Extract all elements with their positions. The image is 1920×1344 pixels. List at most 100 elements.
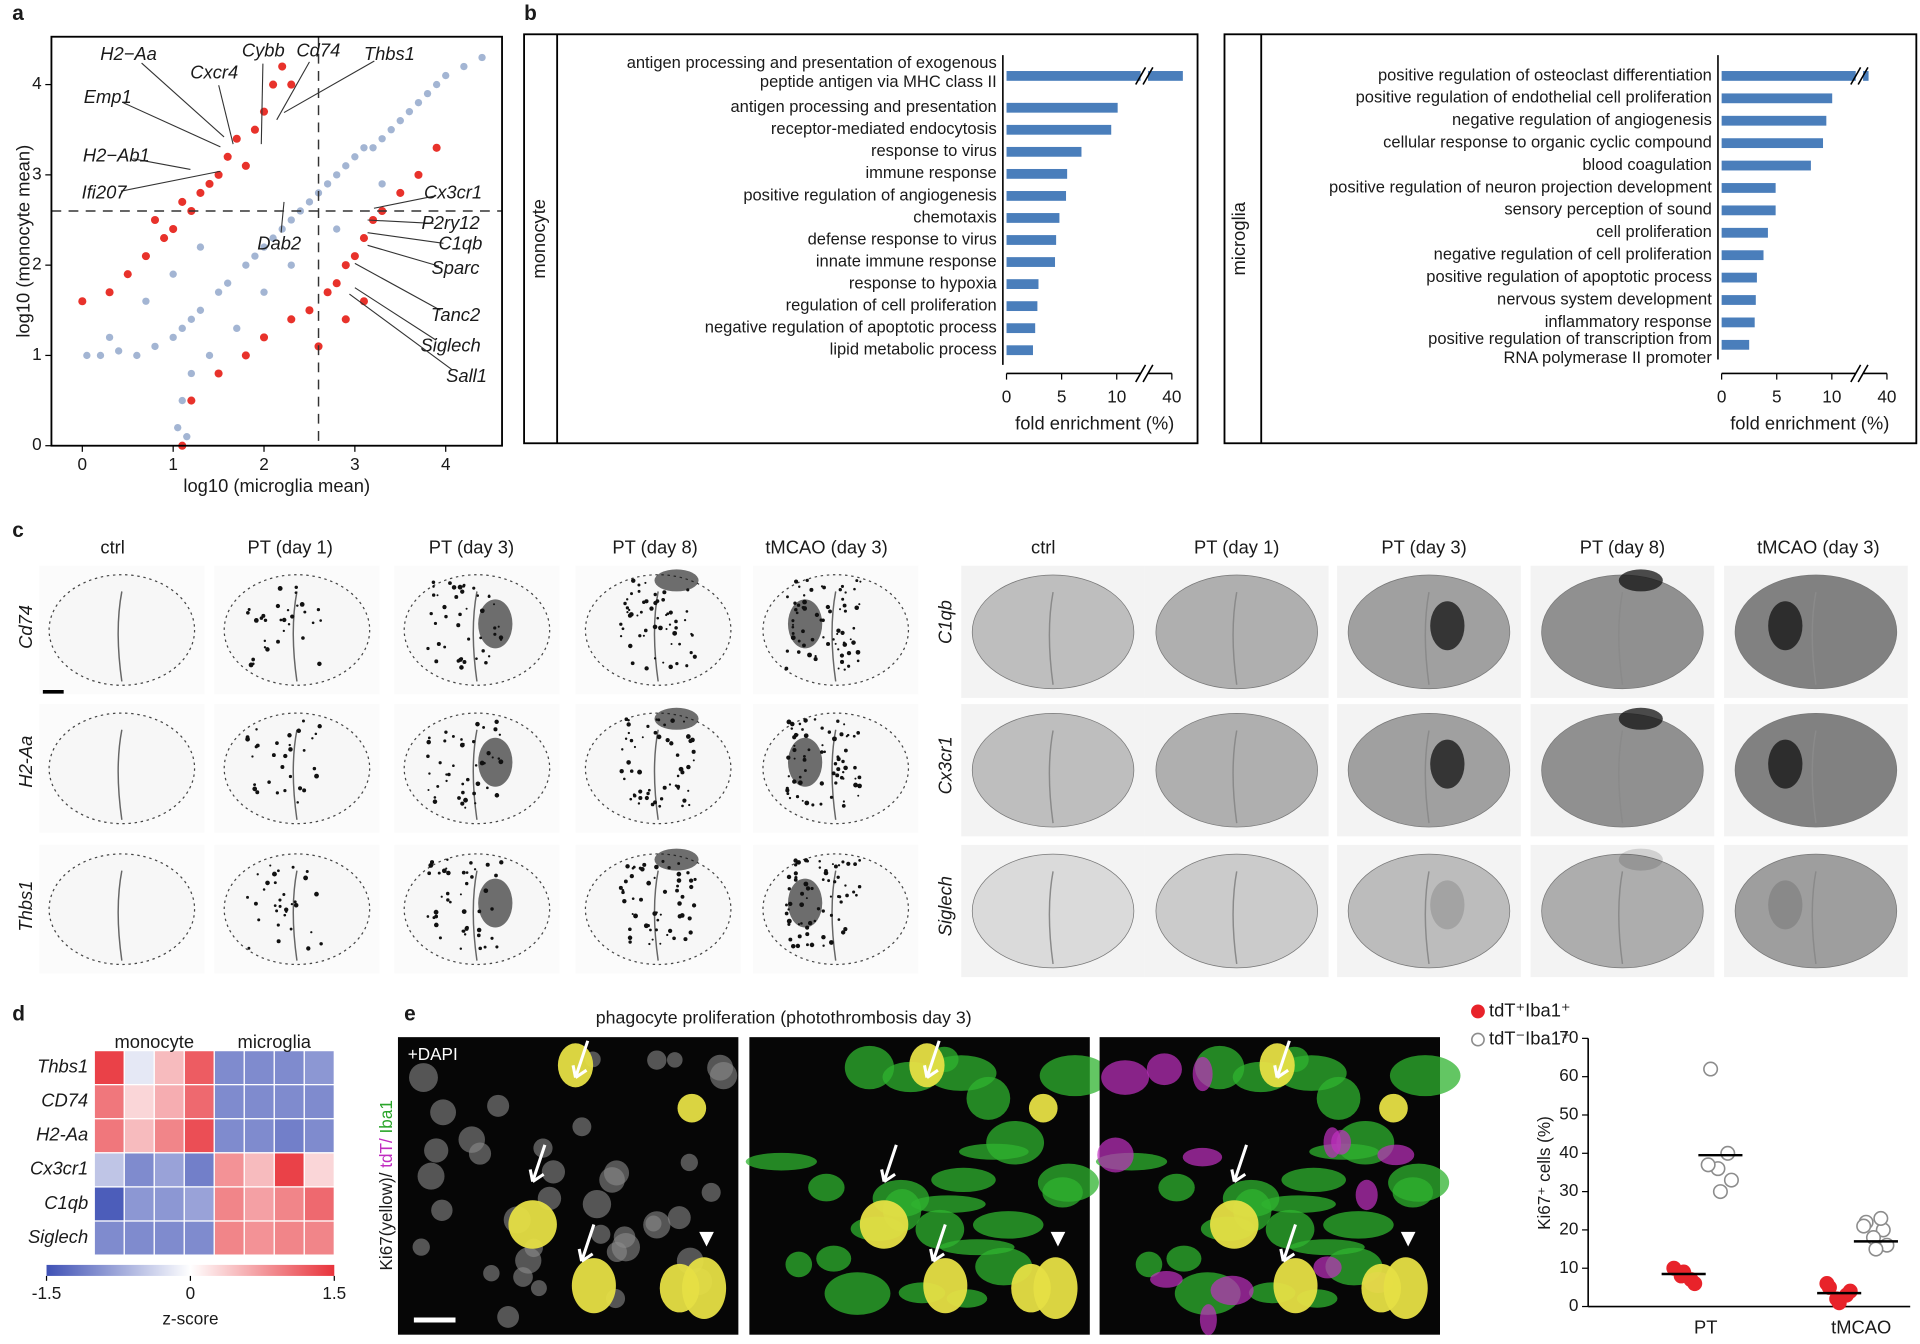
stain-dot [803,733,809,739]
group-label: monocyte [114,1031,194,1052]
stain-dot [853,862,857,866]
row-label: Cd74 [15,605,36,649]
stain-dot [303,875,309,881]
tdt-cell [1182,1147,1223,1167]
heat-cell [243,1118,275,1154]
category-label: nervous system development [1497,289,1712,308]
stain-dot [625,606,629,610]
stain-dot [821,909,825,913]
brain-section [48,712,196,825]
ki67-nucleus [1259,1043,1295,1088]
stain-dot [451,585,457,590]
stain-dot [628,927,632,932]
arrow [922,1040,941,1079]
scatter-point [442,71,450,80]
y-axis-label: Ki67⁺ cells (%) [1534,1116,1554,1230]
axis-break-gap [1140,69,1148,83]
scatter-point [378,180,386,188]
category-label: positive regulation of apoptotic process [1426,267,1712,286]
stain-dot [474,764,478,767]
stain-dot [443,645,447,649]
stain-dot [649,606,654,611]
midline [1048,730,1054,824]
stain-dot [685,734,691,739]
strip-point [1819,1276,1835,1292]
stain-dot [681,804,684,808]
nucleus [412,1238,430,1256]
stain-dot [798,722,802,726]
stain-dot [803,718,808,723]
heat-cell [183,1152,215,1188]
stain-dot [650,802,655,807]
axis-break [1135,66,1147,85]
stain-dot [273,881,277,885]
stain-dot [629,612,634,617]
stain-dot [691,903,697,908]
stain-dot [456,659,461,663]
stain-dot [688,803,691,807]
stain-dot [432,585,435,588]
row-label: C1qb [44,1192,88,1213]
y-tick-label: 20 [1559,1218,1578,1238]
heat-cell [273,1118,305,1154]
stain-dot [818,866,822,869]
stain-dot [314,891,319,897]
stain-dot [856,731,860,735]
bar [1721,138,1824,149]
stain-dot [795,733,799,737]
stain-dot [649,928,652,932]
axis-break-gap [1855,69,1864,83]
stain-dot [629,873,634,879]
x-tick-label: 40 [1877,386,1896,406]
x-tick-label: 0 [1717,386,1727,406]
stain-dot [688,930,693,935]
stain-dot [282,629,285,633]
stain-dot [659,797,664,801]
heat-cell [153,1084,185,1120]
category-label: cell proliferation [1596,222,1712,241]
scatter-point [205,179,214,188]
scatter-point [169,333,177,342]
stain-dot [632,794,637,798]
stain-dot [271,753,276,758]
stain-dot [786,918,792,924]
bar [1721,115,1827,126]
brain-section [1155,574,1318,690]
midline [831,870,837,961]
stain-dot [277,586,283,591]
stain-dot [487,594,491,598]
brain-section [403,853,551,966]
iba1-cell [1039,1055,1111,1097]
stain-dot [674,784,678,787]
stain-dot [265,880,270,886]
annotation: Tanc2 [431,304,480,325]
scatter-point [269,234,277,242]
stain-dot [668,928,673,933]
row-label: Siglech [28,1226,88,1247]
ki67-nucleus [1379,1093,1408,1123]
stain-dot [855,649,861,655]
category-label: positive regulation of transcription fro… [1428,330,1712,368]
stain-dot [433,796,437,799]
panel-letter: e [404,1003,416,1026]
stain-dot [820,726,824,730]
nucleus [430,1099,457,1126]
stain-dot [637,769,643,775]
stain-dot [826,641,831,646]
stain-dot [436,594,439,597]
stain-dot [257,918,261,922]
strip-point [1676,1264,1692,1280]
stain-dot [440,895,443,898]
stain-dot [317,661,322,667]
stain-dot [669,741,674,746]
stain-dot [831,863,834,866]
arrow [528,1144,547,1183]
stain-dot [473,868,477,871]
bar [1721,339,1750,350]
midline [292,870,298,961]
stain-dot [459,893,462,896]
stain-dot [284,907,289,912]
stain-dot [302,748,306,752]
stain-dot [693,877,697,881]
ki67-nucleus [923,1258,968,1314]
